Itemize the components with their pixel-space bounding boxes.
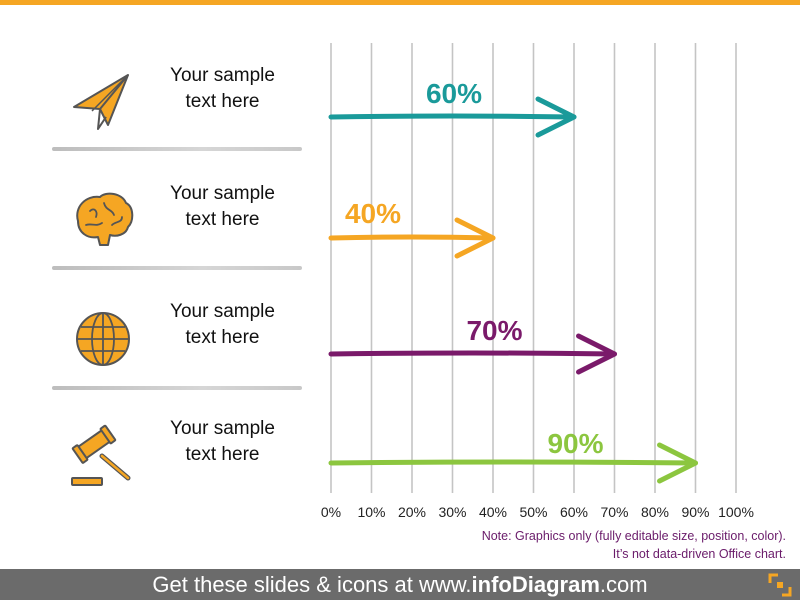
- chart-note: Note: Graphics only (fully editable size…: [481, 529, 786, 561]
- footer-brand: infoDiagram: [471, 572, 600, 597]
- x-tick-label: 100%: [718, 504, 754, 520]
- category-row: Your sample text here: [0, 281, 320, 391]
- category-label: Your sample text here: [170, 65, 275, 112]
- infodiagram-logo-icon: [768, 573, 792, 597]
- arrow-head: [454, 217, 496, 259]
- globe-icon: [76, 312, 130, 366]
- category-label: Your sample text here: [170, 301, 275, 348]
- x-tick-label: 30%: [438, 504, 466, 520]
- data-label: 70%: [466, 315, 522, 346]
- arrow-bar: [328, 459, 698, 466]
- x-tick-label: 60%: [560, 504, 588, 520]
- x-tick-label: 40%: [479, 504, 507, 520]
- arrow-bar: [328, 234, 496, 241]
- arrow-bar: [328, 113, 577, 120]
- arrow-head: [535, 96, 577, 138]
- footer-bar: Get these slides & icons at www.infoDiag…: [0, 569, 800, 600]
- footer-text: Get these slides & icons at www.infoDiag…: [152, 572, 648, 597]
- arrow-bar-chart: 0% 10% 20% 30% 40% 50% 60% 70% 80% 90% 100% 60% 40% 7…: [321, 43, 754, 520]
- data-label: 40%: [345, 198, 401, 229]
- x-tick-label: 20%: [398, 504, 426, 520]
- x-tick-label: 90%: [681, 504, 709, 520]
- arrow-head: [657, 442, 698, 484]
- x-tick-label: 50%: [519, 504, 547, 520]
- gavel-icon: [71, 424, 131, 486]
- brain-icon: [76, 192, 134, 246]
- arrow-head: [576, 333, 617, 375]
- top-accent-rule: [0, 0, 800, 5]
- x-tick-label: 70%: [600, 504, 628, 520]
- x-tick-label: 80%: [641, 504, 669, 520]
- category-label: Your sample text here: [170, 183, 275, 230]
- category-label: Your sample text here: [170, 418, 275, 465]
- x-tick-label: 0%: [321, 504, 341, 520]
- data-label: 60%: [426, 78, 482, 109]
- x-tick-label: 10%: [357, 504, 385, 520]
- category-row: Your sample text here: [0, 45, 320, 155]
- row-separator: [52, 266, 302, 270]
- category-row: Your sample text here: [0, 163, 320, 273]
- data-label: 90%: [547, 428, 603, 459]
- arrow-bar: [328, 350, 617, 357]
- row-separator: [52, 386, 302, 390]
- row-separator: [52, 147, 302, 151]
- paper-plane-icon: [73, 74, 129, 130]
- category-row: Your sample text here: [0, 398, 320, 508]
